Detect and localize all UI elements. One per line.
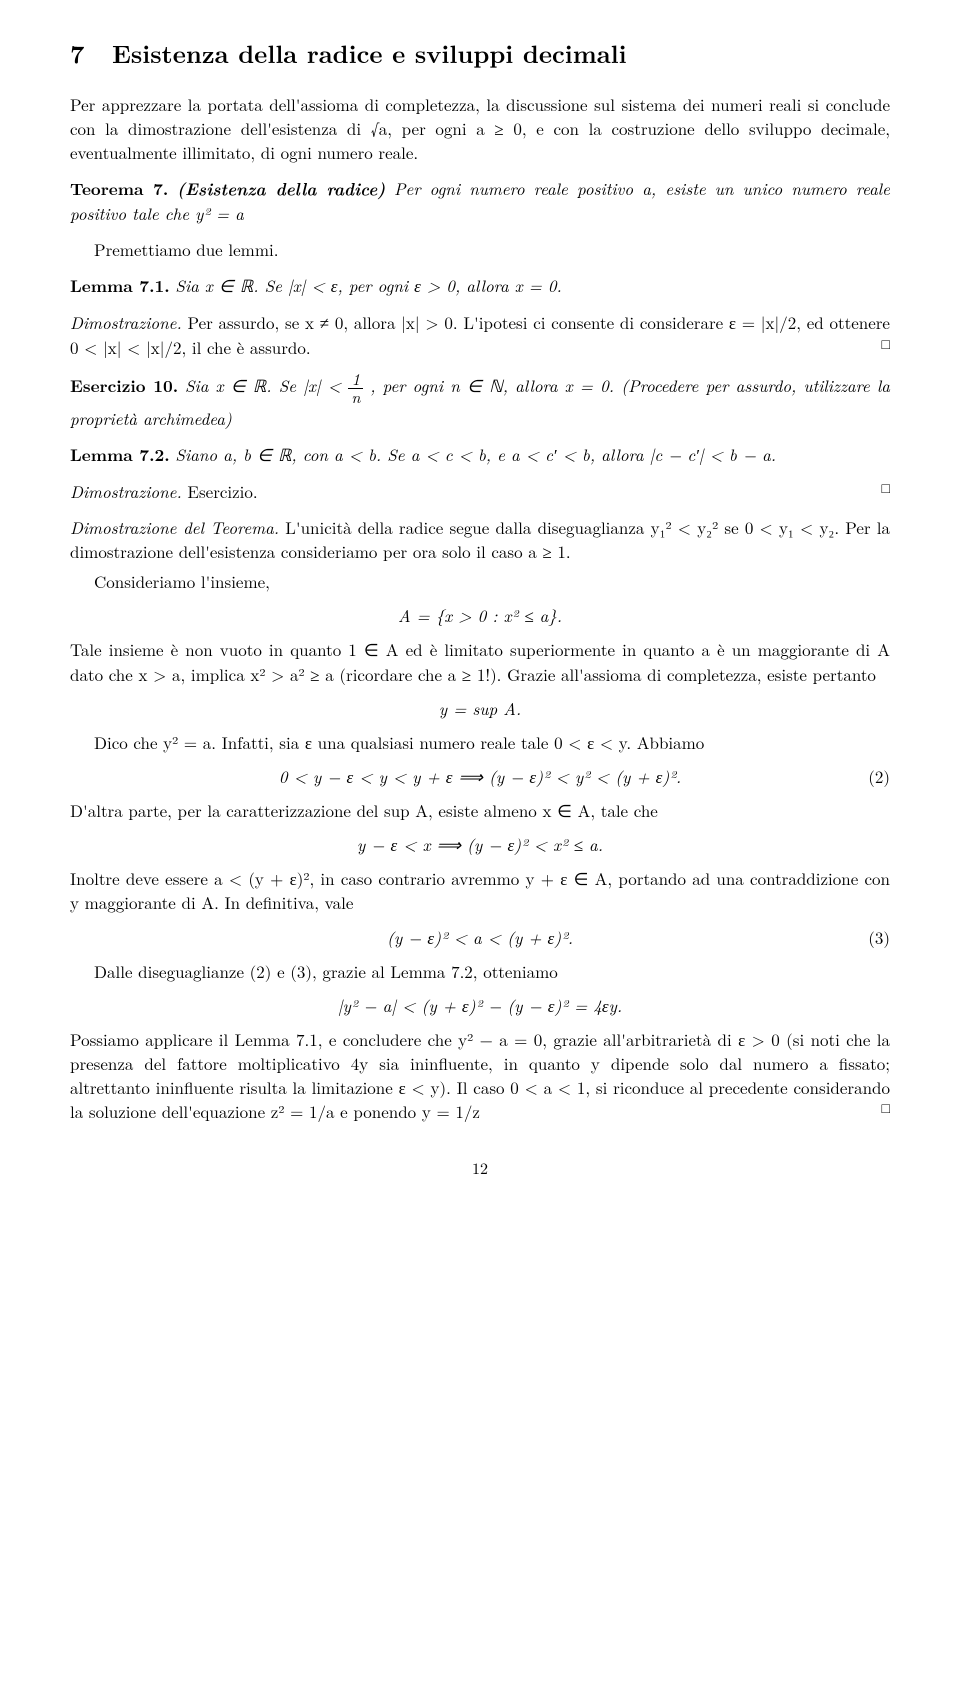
section-title: Esistenza della radice e sviluppi decima… [112,36,627,71]
proof-2: Dimostrazione. Esercizio. □ [70,479,890,503]
lemma-2-label: Lemma 7.2. [70,443,170,467]
exercise-label: Esercizio 10. [70,374,178,398]
sup-equation: y = sup A. [70,696,890,720]
lemma-1: Lemma 7.1. Sia x ∈ ℝ. Se |x| < ε, per og… [70,273,890,298]
main-proof-p3: Tale insieme è non vuoto in quanto 1 ∈ A… [70,637,890,685]
premise-line: Premettiamo due lemmi. [70,237,890,261]
proof-2-body: Esercizio. [187,479,257,503]
section-heading: 7 Esistenza della radice e sviluppi deci… [70,36,890,72]
proof-1-body: Per assurdo, se x ≠ 0, allora |x| > 0. L… [70,310,890,358]
lemma-2: Lemma 7.2. Siano a, b ∈ ℝ, con a < b. Se… [70,442,890,467]
set-A: A = {x > 0 : x² ≤ a}. [70,603,890,627]
proof-1: Dimostrazione. Per assurdo, se x ≠ 0, al… [70,310,890,358]
main-proof-p1: Dimostrazione del Teorema. L'unicità del… [70,515,890,563]
fraction-denominator: n [348,389,363,406]
theorem-label: Teorema 7. [70,177,168,201]
equation-2-number: (2) [868,764,890,788]
qed-icon: □ [882,479,890,499]
section-number: 7 [70,36,84,71]
intro-paragraph: Per apprezzare la portata dell'assioma d… [70,92,890,164]
implication-equation: y − ε < x ⟹ (y − ε)² < x² ≤ a. [70,832,890,856]
proof-1-label: Dimostrazione. [70,310,182,334]
main-proof-p7: Dalle diseguaglianze (2) e (3), grazie a… [70,959,890,983]
main-proof-p2: Consideriamo l'insieme, [70,569,890,593]
lemma-1-body: Sia x ∈ ℝ. Se |x| < ε, per ogni ε > 0, a… [175,273,561,297]
main-proof-p4: Dico che y² = a. Infatti, sia ε una qual… [70,730,890,754]
main-proof-p5: D'altra parte, per la caratterizzazione … [70,798,890,822]
theorem-block: Teorema 7. (Esistenza della radice) Per … [70,176,890,225]
main-proof-p6: Inoltre deve essere a < (y + ε)², in cas… [70,866,890,914]
main-proof-text-8: Possiamo applicare il Lemma 7.1, e concl… [70,1027,890,1123]
fraction: 1 n [348,371,363,406]
exercise-body-a: Sia x ∈ ℝ. Se |x| < [185,373,348,397]
lemma-1-label: Lemma 7.1. [70,274,170,298]
equation-2: 0 < y − ε < y < y + ε ⟹ (y − ε)² < y² < … [70,764,890,788]
lemma-2-body: Siano a, b ∈ ℝ, con a < b. Se a < c < b,… [175,442,776,466]
equation-3-number: (3) [868,925,890,949]
page-number: 12 [70,1157,890,1180]
final-equation: |y² − a| < (y + ε)² − (y − ε)² = 4εy. [70,993,890,1017]
exercise-10: Esercizio 10. Sia x ∈ ℝ. Se |x| < 1 n , … [70,371,890,430]
qed-icon: □ [882,335,890,355]
equation-2-body: 0 < y − ε < y < y + ε ⟹ (y − ε)² < y² < … [279,764,681,788]
equation-3-body: (y − ε)² < a < (y + ε)². [387,925,573,949]
equation-3: (y − ε)² < a < (y + ε)². (3) [70,925,890,949]
qed-icon: □ [882,1099,890,1119]
proof-2-label: Dimostrazione. [70,479,182,503]
main-proof-p8: Possiamo applicare il Lemma 7.1, e concl… [70,1027,890,1124]
theorem-name: (Esistenza della radice) [177,177,385,201]
main-proof-label: Dimostrazione del Teorema. [70,515,279,539]
